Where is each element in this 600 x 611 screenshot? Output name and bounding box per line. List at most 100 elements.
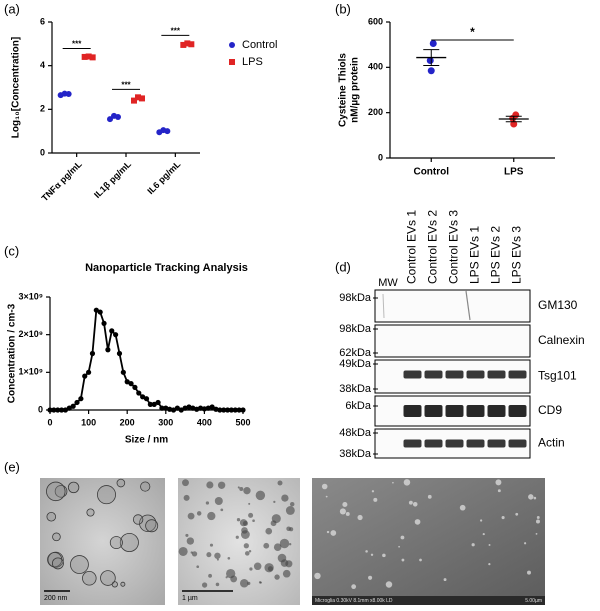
protein-label: Calnexin xyxy=(538,333,585,347)
data-point xyxy=(224,407,231,413)
data-point xyxy=(143,396,150,402)
y-tick-label: 0 xyxy=(40,147,45,157)
vesicle xyxy=(196,511,202,516)
vesicle xyxy=(273,543,282,551)
particle xyxy=(392,481,394,484)
data-point xyxy=(51,407,57,413)
panel-label: (e) xyxy=(4,459,20,474)
data-point xyxy=(151,401,157,407)
vesicle xyxy=(239,519,248,527)
blot-band xyxy=(508,439,527,448)
lane-label: LPS EVs 2 xyxy=(489,226,503,284)
vesicle xyxy=(247,581,251,586)
data-point xyxy=(180,41,187,48)
vesicle xyxy=(248,502,251,505)
blot-band xyxy=(445,439,464,448)
data-point xyxy=(93,307,99,313)
data-point xyxy=(236,407,242,413)
lane-label: Control EVs 2 xyxy=(426,210,440,284)
micrograph xyxy=(178,478,300,605)
blot-panel xyxy=(374,324,531,358)
vesicle xyxy=(207,511,216,521)
blot-band xyxy=(508,370,527,379)
significance-label: * xyxy=(470,25,475,39)
vesicle xyxy=(46,481,66,502)
data-point xyxy=(107,116,113,123)
vesicle xyxy=(187,512,195,520)
vesicle xyxy=(230,575,238,583)
x-tick-label: 0 xyxy=(47,417,52,427)
y-axis-label: nM/µg protein xyxy=(350,57,361,123)
particle xyxy=(459,504,466,511)
y-axis-label: Concentration / cm-3 xyxy=(7,303,18,403)
particle xyxy=(528,494,534,500)
x-tick-label: 100 xyxy=(81,417,96,427)
chart-title: Nanoparticle Tracking Analysis xyxy=(85,262,248,274)
blot-band xyxy=(445,405,464,417)
x-tick-label: TNFα pg/mL xyxy=(40,159,85,204)
particle xyxy=(535,532,538,535)
blot-band xyxy=(466,370,485,379)
data-point xyxy=(167,406,173,412)
particle xyxy=(373,497,378,502)
vesicle xyxy=(217,481,226,489)
protein-label: Tsg101 xyxy=(538,369,577,383)
particle xyxy=(314,572,321,580)
particle xyxy=(339,508,346,515)
data-point xyxy=(81,53,88,60)
data-point xyxy=(58,407,65,413)
data-point xyxy=(47,407,53,413)
vesicle xyxy=(145,519,159,533)
data-point xyxy=(105,347,111,353)
x-tick-label: Control xyxy=(413,167,449,178)
info-bar xyxy=(312,596,545,605)
x-tick-label: 400 xyxy=(197,417,212,427)
legend-label: LPS xyxy=(242,56,263,68)
data-point xyxy=(136,390,142,396)
marker-label: 38kDa xyxy=(339,448,372,460)
x-tick-label: 300 xyxy=(158,417,173,427)
vesicle xyxy=(46,511,57,522)
data-point xyxy=(113,332,119,338)
particle xyxy=(480,519,483,522)
vesicle xyxy=(191,551,198,557)
vesicle xyxy=(51,557,64,570)
particle xyxy=(403,479,411,486)
data-point xyxy=(426,57,434,65)
blot-streak xyxy=(465,290,471,321)
significance-label: *** xyxy=(171,27,181,36)
blot-band xyxy=(466,405,485,417)
vesicle xyxy=(279,538,290,549)
scale-label: 1 µm xyxy=(182,595,198,602)
marker-label: 98kDa xyxy=(339,323,372,335)
significance-label: *** xyxy=(121,80,131,89)
vesicle xyxy=(239,486,244,491)
data-point xyxy=(82,373,88,379)
vesicle xyxy=(201,582,208,588)
data-point xyxy=(78,396,84,402)
data-point xyxy=(209,404,215,410)
particle xyxy=(535,519,540,524)
vesicle xyxy=(282,569,291,578)
data-point xyxy=(74,399,80,406)
scale-label: 5.00µm xyxy=(525,598,542,604)
vesicle xyxy=(252,519,255,523)
data-point xyxy=(109,328,115,334)
data-point xyxy=(178,407,184,413)
vesicle xyxy=(270,520,277,527)
vesicle xyxy=(196,565,200,569)
vesicle xyxy=(227,556,231,560)
y-tick-label: 3×10⁹ xyxy=(18,291,43,301)
data-point xyxy=(132,384,138,390)
significance-label: *** xyxy=(72,40,82,49)
particle xyxy=(371,490,375,493)
blot-band xyxy=(424,405,443,417)
data-point xyxy=(174,405,180,411)
data-point xyxy=(89,54,96,61)
data-point xyxy=(188,41,195,48)
vesicle xyxy=(255,490,266,501)
x-axis-label: Size / nm xyxy=(125,435,168,446)
data-point xyxy=(159,405,165,411)
vesicle xyxy=(216,558,219,561)
particle xyxy=(443,578,447,582)
